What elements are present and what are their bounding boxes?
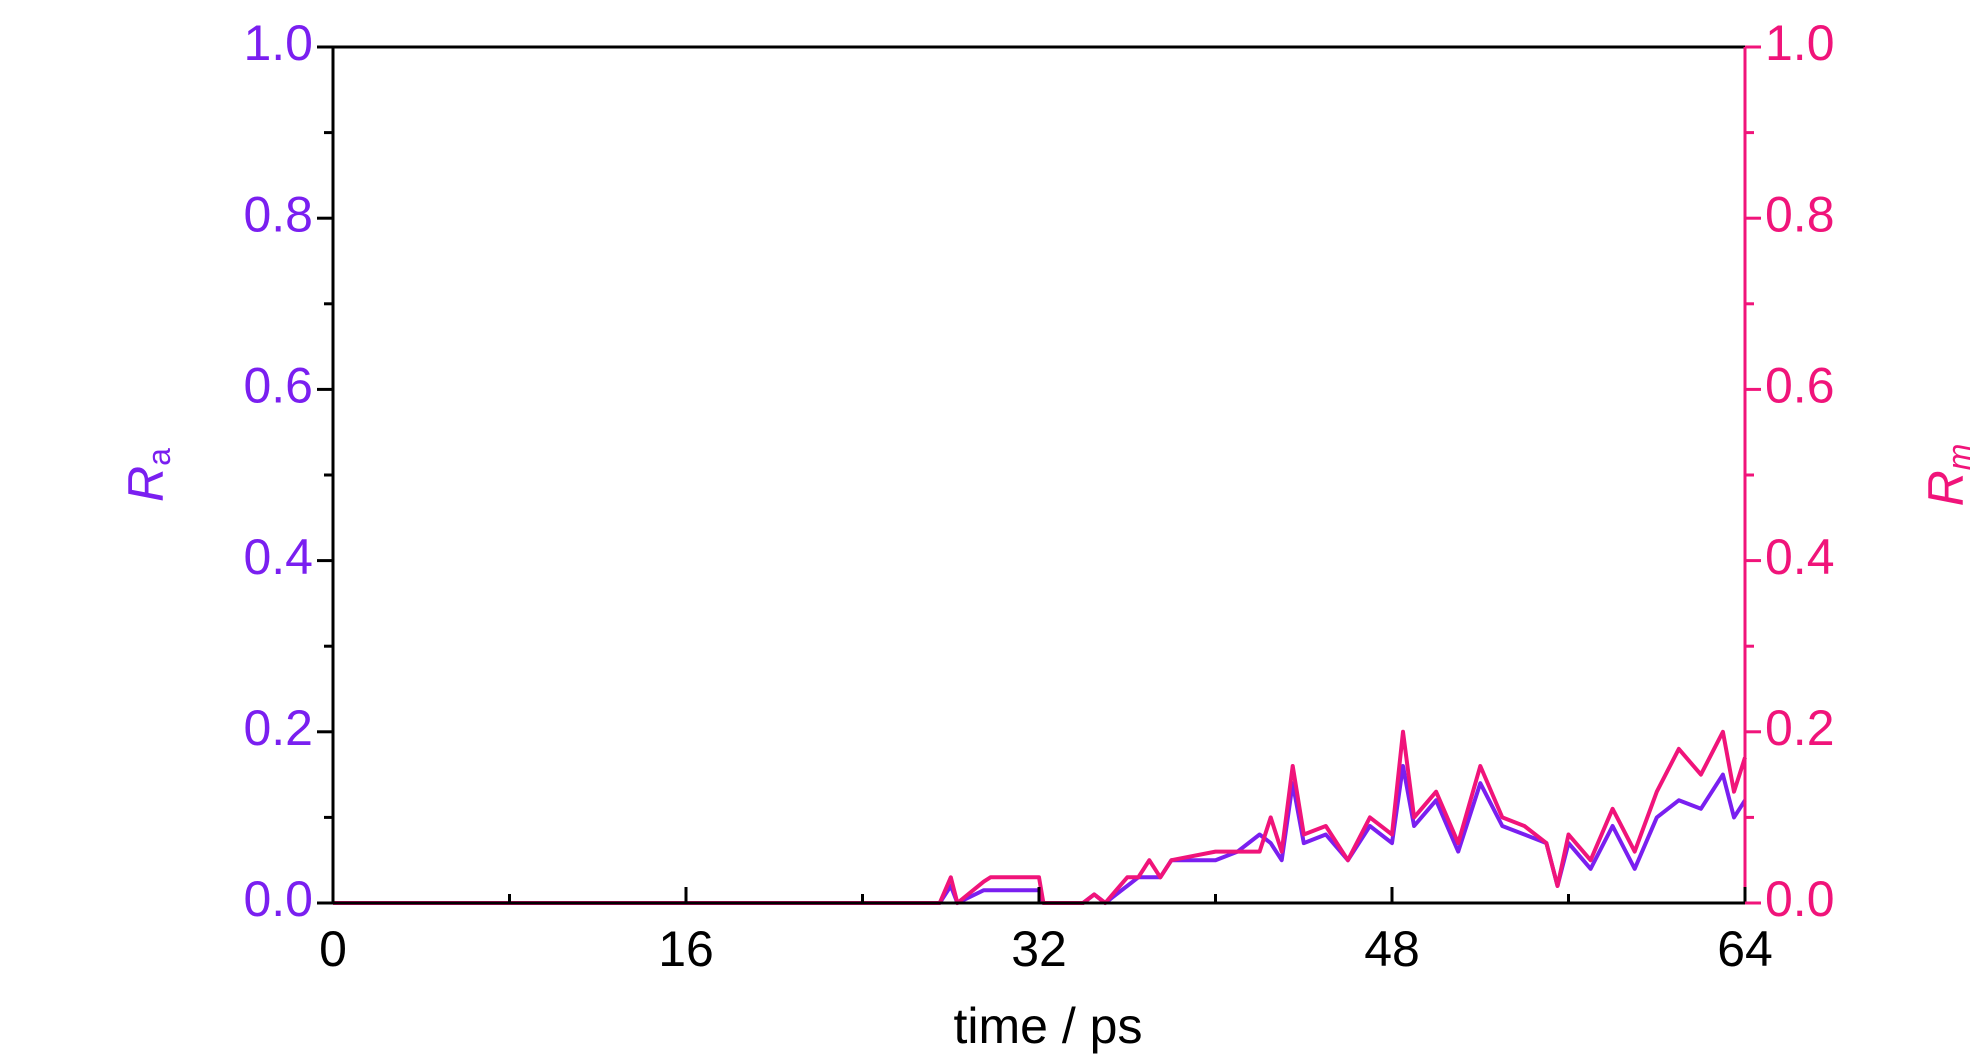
y-tick-label: 0.2 — [243, 700, 313, 756]
x-tick-label: 0 — [319, 921, 347, 977]
y2-tick-label: 0.0 — [1765, 871, 1835, 927]
y2-axis-label-main: R — [1918, 470, 1974, 506]
y-axis-label: Ra — [118, 448, 177, 502]
y2-axis-label: Rm — [1918, 444, 1977, 507]
y2-tick-label: 1.0 — [1765, 15, 1835, 71]
x-tick-label: 32 — [1011, 921, 1067, 977]
y2-tick-label: 0.4 — [1765, 529, 1835, 585]
y-tick-label: 0.0 — [243, 871, 313, 927]
x-axis-label: time / ps — [954, 998, 1143, 1054]
y2-axis-label-sub: m — [1941, 444, 1977, 471]
y2-tick-label: 0.6 — [1765, 358, 1835, 414]
y-tick-label: 0.6 — [243, 358, 313, 414]
y-tick-label: 0.8 — [243, 186, 313, 242]
y2-tick-label: 0.8 — [1765, 186, 1835, 242]
y-tick-label: 0.4 — [243, 529, 313, 585]
data-line — [333, 729, 1747, 905]
x-tick-label: 64 — [1717, 921, 1773, 977]
x-tick-label: 16 — [658, 921, 714, 977]
y2-tick-label: 0.2 — [1765, 700, 1835, 756]
x-tick-label: 48 — [1364, 921, 1420, 977]
y-axis-label-sub: a — [141, 448, 177, 466]
y-axis-label-main: R — [118, 466, 174, 502]
y-tick-label: 1.0 — [243, 15, 313, 71]
